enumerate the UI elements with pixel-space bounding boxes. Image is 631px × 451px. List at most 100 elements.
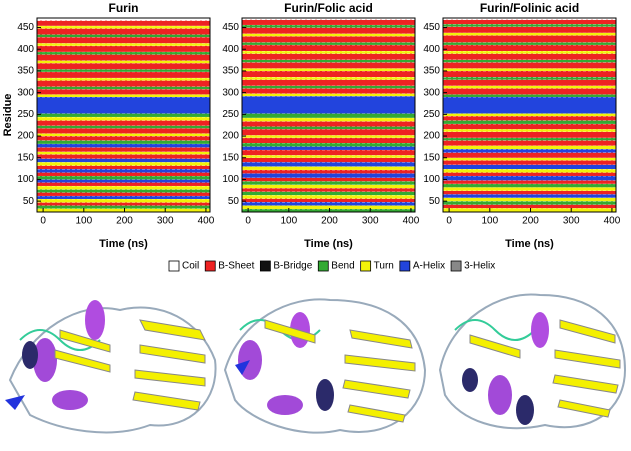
structure-band: [242, 113, 415, 118]
structure-band: [443, 62, 616, 69]
structure-band: [37, 128, 210, 134]
structure-band: [242, 137, 415, 143]
structure-band: [37, 182, 210, 186]
structure-band: [242, 142, 415, 147]
legend-label: B-Bridge: [273, 261, 312, 272]
helix: [531, 312, 549, 348]
legend-swatch: [168, 260, 180, 272]
structure-band: [37, 54, 210, 61]
legend-label: Coil: [182, 261, 199, 272]
plot-frame: [241, 17, 416, 213]
structure-band: [443, 94, 616, 97]
structure-band: [242, 205, 415, 209]
structure-band: [37, 179, 210, 183]
y-tick-label: 250: [222, 109, 239, 120]
structure-band: [242, 88, 415, 94]
structure-band: [37, 198, 210, 203]
structure-band: [443, 24, 616, 27]
structure-band: [37, 80, 210, 87]
x-tick-label: 300: [362, 216, 379, 227]
helix: [488, 375, 512, 415]
structure-band: [443, 194, 616, 198]
structure-band: [37, 120, 210, 126]
structure-band: [242, 19, 415, 25]
legend-swatch: [259, 260, 271, 272]
structure-band: [443, 149, 616, 153]
y-tick-label: 400: [17, 44, 34, 55]
structure-band: [443, 113, 616, 117]
structure-band: [242, 173, 415, 178]
x-axis-label: Time (ns): [304, 238, 353, 250]
structure-band: [443, 35, 616, 43]
helix: [516, 395, 534, 425]
coil: [8, 306, 217, 434]
structure-band: [37, 205, 210, 209]
structure-band: [242, 208, 415, 212]
structure-band: [37, 69, 210, 72]
structure-band: [443, 129, 616, 132]
structure-band: [443, 79, 616, 86]
protein-3: [438, 293, 627, 430]
structure-band: [443, 19, 616, 25]
structure-band: [37, 89, 210, 95]
structure-band: [37, 45, 210, 52]
structure-band: [37, 136, 210, 141]
helix: [235, 360, 250, 375]
x-tick-label: 300: [157, 216, 174, 227]
structure-band: [443, 172, 616, 176]
sheet: [344, 354, 416, 372]
structure-band: [242, 42, 415, 45]
structure-band: [443, 88, 616, 95]
plot-frame: [442, 17, 617, 213]
structure-band: [443, 197, 616, 202]
coil: [454, 319, 536, 341]
structure-band: [37, 189, 210, 193]
y-tick-label: 150: [222, 152, 239, 163]
plot-frame: [36, 17, 211, 213]
helix: [22, 341, 38, 369]
x-tick-label: 400: [403, 216, 420, 227]
structure-band: [242, 79, 415, 86]
structure-band: [37, 77, 210, 81]
structure-band: [443, 175, 616, 181]
helix: [33, 338, 57, 382]
structure-band: [242, 117, 415, 122]
sheet: [552, 374, 619, 394]
y-tick-label: 50: [429, 196, 441, 207]
sheet: [349, 329, 413, 349]
structure-band: [443, 96, 616, 114]
structure-band: [242, 149, 415, 156]
structure-band: [443, 26, 616, 33]
structure-band: [443, 42, 616, 45]
x-tick-label: 100: [481, 216, 498, 227]
y-axis-label: Residue: [2, 94, 14, 137]
x-tick-label: 200: [321, 216, 338, 227]
structure-band: [37, 43, 210, 46]
y-tick-label: 450: [423, 22, 440, 33]
y-tick-label: 300: [423, 87, 440, 98]
y-tick-label: 250: [423, 109, 440, 120]
y-tick-label: 350: [423, 66, 440, 77]
x-tick-label: 0: [245, 216, 251, 227]
sheet: [134, 369, 206, 387]
y-tick-label: 100: [423, 174, 440, 185]
structure-band: [37, 195, 210, 199]
structure-band: [443, 180, 616, 184]
sheet: [557, 399, 611, 418]
y-tick-label: 200: [222, 131, 239, 142]
y-tick-label: 300: [222, 87, 239, 98]
sheet: [139, 344, 206, 364]
structure-band: [443, 53, 616, 60]
structure-band: [242, 96, 415, 114]
structure-band: [37, 175, 210, 180]
structure-band: [443, 201, 616, 205]
structure-band: [443, 160, 616, 165]
structure-band: [242, 146, 415, 150]
structure-band: [242, 62, 415, 69]
panel-title: Furin: [109, 1, 139, 15]
structure-band: [443, 32, 616, 36]
structure-band: [37, 158, 210, 163]
helix: [85, 300, 105, 340]
